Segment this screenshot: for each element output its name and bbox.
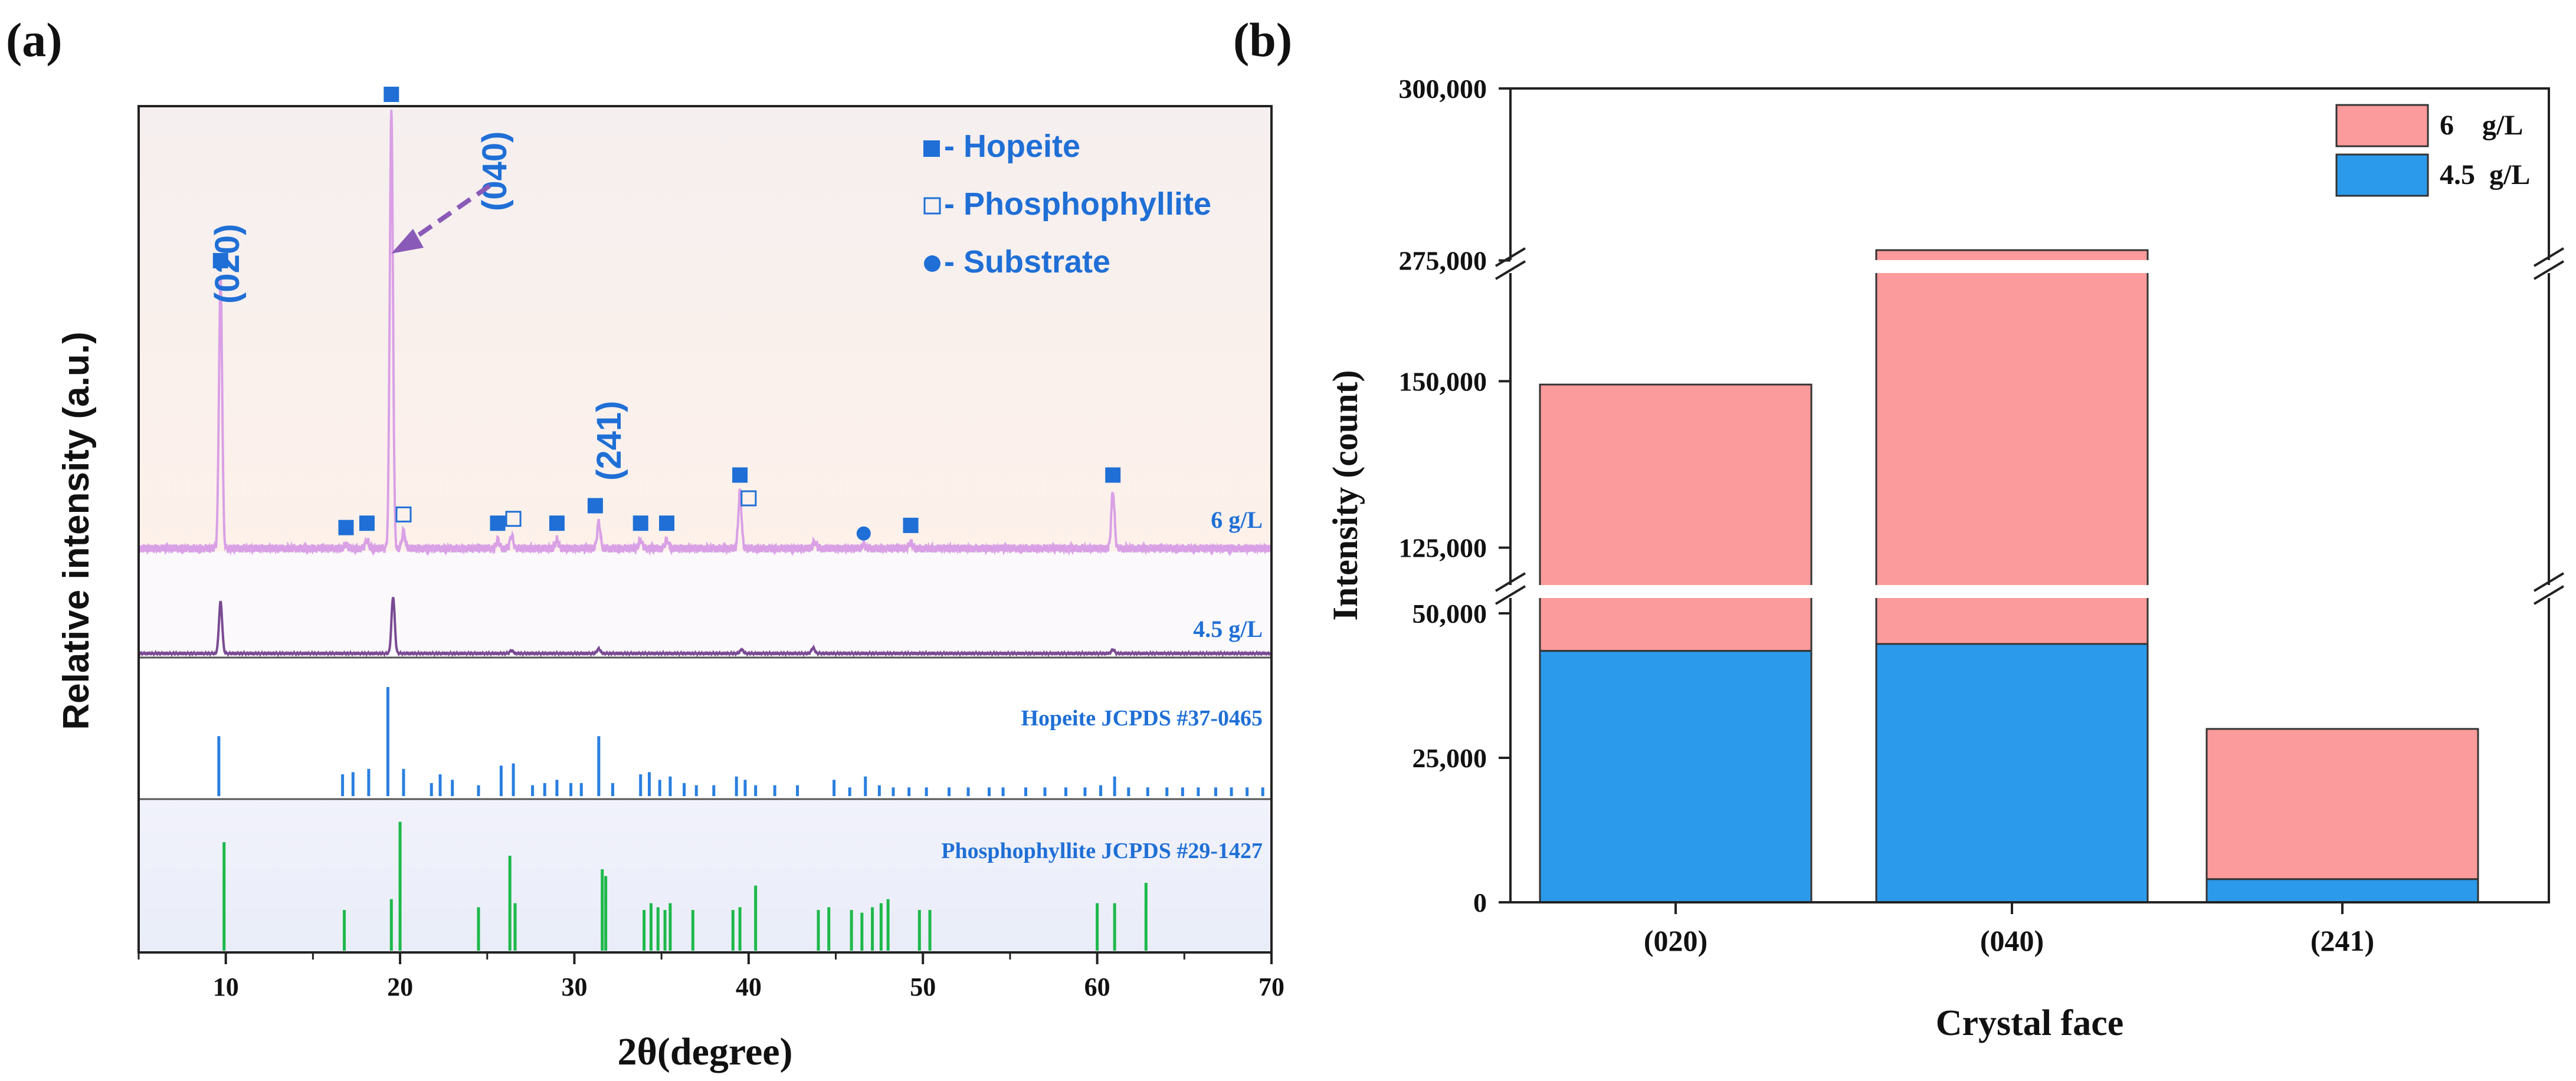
ref-label-phosphophyllite: Phosphophyllite JCPDS #29-1427 [941,839,1263,863]
xrd-x-axis-title: 2θ(degree) [617,1030,792,1073]
bar-45gl [2205,878,2479,903]
phosphophyllite-marker [395,506,412,523]
bar-45gl [1539,650,1813,903]
bar-legend: 6 g/L 4.5 g/L [2335,104,2530,197]
xrd-mid-background [139,551,1271,658]
xrd-y-axis-title: Relative intensity (a.u.) [56,331,97,730]
xrd-x-tick-label: 50 [910,972,936,1001]
xrd-x-tick-label: 70 [1258,972,1284,1001]
bar-category-label: (040) [1980,924,2044,957]
xrd-frame [137,105,1273,954]
hopeite-marker [549,515,565,531]
series-line-6gl [137,110,1273,557]
hopeite-marker [587,498,603,514]
legend-hopeite-symbol [923,140,940,157]
annotation-arrow [407,183,491,244]
series-label-45gl: 4.5 g/L [1193,616,1263,642]
bar-y-tick-label: 50,000 [1412,599,1487,629]
xrd-x-tick-label: 40 [736,972,762,1001]
xrd-top-background [139,106,1271,551]
axis-break-mark [1495,572,1526,605]
annotation-arrowhead [391,229,424,254]
series-label-6gl: 6 g/L [1211,507,1263,533]
bar-y-tick-label: 300,000 [1399,74,1487,104]
legend-6gl-swatch [2335,104,2429,147]
legend-45gl-label: 4.5 g/L [2440,159,2530,190]
legend-substrate-symbol [924,255,940,272]
legend-substrate-label: - Substrate [944,244,1110,280]
bar-y-tick-label: 125,000 [1399,533,1487,563]
xrd-x-tick-label: 20 [387,972,413,1001]
axis-break-mark [2533,572,2565,605]
hopeite-marker [212,252,228,268]
hopeite-marker [659,515,675,531]
bar-6gl [1539,383,1813,652]
annotation-241: (241) [590,401,628,481]
bar-x-axis-title: Crystal face [1936,1003,2123,1043]
bar-y-tick-label: 0 [1473,888,1487,918]
bar-y-tick-label: 275,000 [1399,246,1487,276]
panel-a-label: (a) [6,13,63,67]
phosphophyllite-marker [740,490,757,507]
bar-y-tick-label: 25,000 [1412,743,1487,773]
bar-category-label: (020) [1644,924,1707,957]
hopeite-marker [490,515,506,531]
hopeite-marker [338,520,354,535]
bar-6gl [1875,249,2149,645]
axis-break-gap [1505,585,2555,598]
phosphophyllite-marker [505,511,522,527]
bar-panel: (020) (040) (241) 0 25,000 50,000 125,000 150,… [1326,74,2565,1043]
xrd-x-tick-label: 60 [1084,972,1110,1001]
bar-45gl [1875,643,2149,903]
xrd-panel: (020) (040) (241) - Hopeite - Phosphophy… [56,87,1284,1073]
hopeite-marker [384,87,399,102]
axis-break-mark [1495,247,1526,280]
hopeite-marker [359,515,375,531]
legend-6gl-label: 6 g/L [2440,110,2523,141]
legend-phosphophyllite-label: - Phosphophyllite [944,186,1211,222]
axis-break-mark [2533,247,2565,280]
ref-label-hopeite: Hopeite JCPDS #37-0465 [1021,706,1263,731]
legend-hopeite-label: - Hopeite [944,129,1080,164]
legend-phosphophyllite-symbol [923,197,941,215]
xrd-x-tick-label: 30 [561,972,587,1001]
series-line-45gl [138,597,1273,658]
hopeite-marker [903,517,919,533]
xrd-phosphophyllite-ref-background [139,799,1271,952]
xrd-x-tick-label: 10 [213,972,239,1001]
annotation-040: (040) [476,132,514,211]
bar-category-label: (241) [2310,924,2374,957]
annotation-020: (020) [208,224,247,304]
xrd-hopeite-ref-background [139,658,1271,799]
bar-frame [1509,87,2550,903]
hopeite-marker [632,515,648,531]
xrd-legend: - Hopeite - Phosphophyllite - Substrate [923,129,1211,280]
bar-y-tick-label: 150,000 [1399,366,1487,396]
substrate-marker [856,526,871,541]
axis-break-gap [1505,260,2555,273]
legend-45gl-swatch [2335,153,2429,197]
bar-y-axis-title: Intensity (count) [1326,370,1365,620]
bar-6gl [2205,728,2479,880]
panel-b-label: (b) [1233,13,1292,67]
hopeite-marker [732,467,748,483]
hopeite-marker [1105,467,1121,483]
